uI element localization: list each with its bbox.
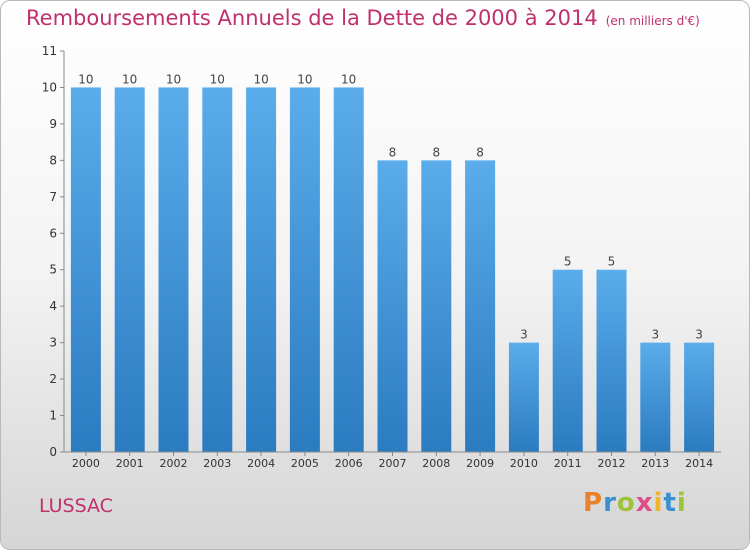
- data-label-2007: 8: [389, 145, 397, 159]
- x-tick-label-2006: 2006: [335, 457, 363, 470]
- x-tick-label-2014: 2014: [685, 457, 713, 470]
- title-text: Remboursements Annuels de la Dette de 20…: [26, 6, 598, 30]
- bar-2006: [333, 87, 364, 453]
- y-tick-label-1: 1: [49, 409, 57, 423]
- y-tick-label-9: 9: [49, 117, 57, 131]
- x-tick-label-2003: 2003: [203, 457, 231, 470]
- bar-2003: [202, 87, 233, 453]
- y-tick-label-6: 6: [49, 226, 57, 240]
- logo-letter: o: [616, 488, 636, 518]
- x-tick-label-2002: 2002: [160, 457, 188, 470]
- bar-2011: [552, 269, 583, 452]
- x-tick-label-2008: 2008: [422, 457, 450, 470]
- data-label-2012: 5: [608, 255, 616, 269]
- data-label-2005: 10: [297, 72, 312, 86]
- y-tick-label-0: 0: [49, 445, 57, 459]
- logo-letter: r: [603, 488, 617, 518]
- logo-letter: x: [635, 488, 654, 518]
- x-tick-label-2004: 2004: [247, 457, 275, 470]
- data-label-2009: 8: [476, 145, 484, 159]
- bar-2007: [377, 160, 408, 452]
- y-tick-label-4: 4: [49, 299, 57, 313]
- x-tick-label-2013: 2013: [641, 457, 669, 470]
- bar-2001: [114, 87, 145, 453]
- data-label-2013: 3: [651, 328, 659, 342]
- bar-2008: [421, 160, 452, 452]
- chart-title: Remboursements Annuels de la Dette de 20…: [26, 6, 700, 30]
- commune-name: LUSSAC: [39, 495, 113, 517]
- x-tick-label-2007: 2007: [379, 457, 407, 470]
- y-tick-label-3: 3: [49, 336, 57, 350]
- x-tick-label-2005: 2005: [291, 457, 319, 470]
- proxiti-logo: Proxiti: [583, 488, 687, 518]
- data-label-2003: 10: [210, 72, 225, 86]
- bar-series: 10 10 10 10 10 10 10 8 8 8 3 5 5 3 3: [70, 72, 715, 453]
- bar-2002: [158, 87, 189, 453]
- x-tick-label-2010: 2010: [510, 457, 538, 470]
- title-unit: (en milliers d'€): [605, 14, 700, 28]
- x-tick-label-2001: 2001: [116, 457, 144, 470]
- data-label-2006: 10: [341, 72, 356, 86]
- data-label-2004: 10: [253, 72, 268, 86]
- y-tick-label-5: 5: [49, 263, 57, 277]
- bar-2014: [684, 342, 715, 452]
- y-tick-label-8: 8: [49, 153, 57, 167]
- data-label-2014: 3: [695, 328, 703, 342]
- bar-2010: [508, 342, 539, 452]
- y-tick-label-10: 10: [42, 80, 57, 94]
- logo-letter: i: [676, 488, 687, 518]
- x-tick-label-2012: 2012: [598, 457, 626, 470]
- data-label-2010: 3: [520, 328, 528, 342]
- data-label-2000: 10: [78, 72, 93, 86]
- logo-letter: i: [653, 488, 664, 518]
- x-tick-label-2009: 2009: [466, 457, 494, 470]
- y-tick-label-11: 11: [42, 44, 57, 58]
- y-tick-label-7: 7: [49, 190, 57, 204]
- bar-2013: [640, 342, 671, 452]
- data-label-2011: 5: [564, 255, 572, 269]
- bar-2000: [70, 87, 101, 453]
- bar-2005: [289, 87, 320, 453]
- data-label-2001: 10: [122, 72, 137, 86]
- bar-2009: [465, 160, 496, 452]
- logo-letter: t: [663, 488, 677, 518]
- bar-2012: [596, 269, 627, 452]
- logo-letter: P: [583, 488, 604, 518]
- data-label-2002: 10: [166, 72, 181, 86]
- data-label-2008: 8: [432, 145, 440, 159]
- x-tick-label-2000: 2000: [72, 457, 100, 470]
- x-tick-label-2011: 2011: [554, 457, 582, 470]
- axes: 2000 2001 2002 2003 2004 2005 2006 2007 2008 2009…: [42, 44, 721, 470]
- bar-2004: [246, 87, 277, 453]
- y-tick-label-2: 2: [49, 372, 57, 386]
